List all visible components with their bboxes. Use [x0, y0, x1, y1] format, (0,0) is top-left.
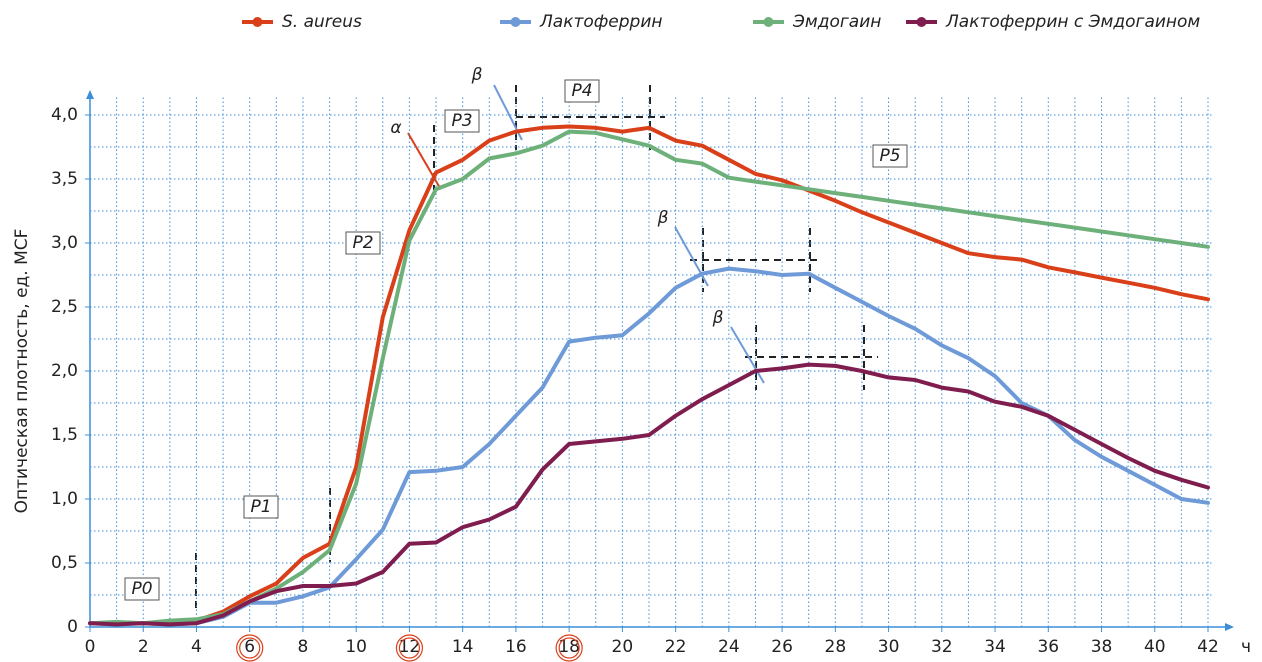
- legend-label: S. aureus: [282, 12, 362, 32]
- x-tick-label: 26: [771, 637, 793, 657]
- tick-circle: [239, 637, 261, 659]
- y-tick-label: 0,5: [51, 553, 78, 573]
- x-tick-label: 28: [825, 637, 847, 657]
- x-tick-label: 0: [85, 637, 96, 657]
- x-tick-label: 34: [984, 637, 1006, 657]
- legend-label: Лактоферрин: [539, 12, 663, 32]
- x-tick-label: 30: [878, 637, 900, 657]
- x-tick-label: 6: [244, 637, 255, 657]
- annotation: P0: [131, 579, 152, 599]
- y-tick-label: 2,0: [51, 361, 78, 381]
- y-tick-label: 1,0: [51, 489, 78, 509]
- x-tick-label: 2: [138, 637, 149, 657]
- phase-box: [872, 144, 908, 168]
- y-tick-label: 3,0: [51, 233, 78, 253]
- phase-markers: [195, 84, 878, 612]
- y-tick-label: 1,5: [51, 425, 78, 445]
- x-tick-label: 24: [718, 637, 740, 657]
- x-tick-label: 40: [1144, 637, 1166, 657]
- phase-box: [124, 577, 160, 601]
- phase-box: [564, 79, 600, 103]
- annotation: P3: [451, 111, 472, 131]
- tick-circle: [558, 637, 580, 659]
- x-tick-label: 20: [612, 637, 634, 657]
- tick-circle: [398, 637, 421, 659]
- x-tick-label: 4: [191, 637, 202, 657]
- y-axis-arrow: [86, 90, 94, 99]
- tick-circle: [395, 634, 424, 662]
- x-tick-label: 32: [931, 637, 953, 657]
- legend-label: Лактоферрин с Эмдогаином: [945, 12, 1200, 32]
- annotation: P2: [352, 233, 373, 253]
- tick-circle: [236, 634, 264, 662]
- x-tick-label: 18: [558, 637, 580, 657]
- x-tick-label: 42: [1197, 637, 1219, 657]
- series-line: [88, 124, 1210, 627]
- legend-dot: [510, 17, 521, 27]
- annotation: β: [712, 308, 724, 328]
- legend-dot: [916, 17, 927, 27]
- x-tick-label: 10: [345, 637, 367, 657]
- tick-circle: [555, 634, 583, 662]
- y-tick-label: 3,5: [51, 169, 78, 189]
- annotation: P5: [879, 146, 900, 166]
- series-line: [88, 362, 1210, 627]
- x-axis-label: ч: [1241, 637, 1251, 657]
- y-tick-label: 4,0: [51, 105, 78, 125]
- annotation: β: [471, 65, 483, 85]
- x-tick-label: 16: [505, 637, 527, 657]
- legend-dot: [252, 17, 263, 27]
- annotation: P1: [250, 497, 271, 517]
- x-tick-label: 38: [1091, 637, 1113, 657]
- series-line: [88, 129, 1210, 626]
- phase-box: [444, 109, 480, 133]
- x-axis-arrow: [1225, 623, 1234, 631]
- annotation: P4: [571, 81, 592, 101]
- legend-dot: [763, 17, 774, 27]
- legend-label: Эмдогаин: [792, 12, 881, 32]
- x-tick-label: 12: [399, 637, 421, 657]
- phase-box: [345, 231, 381, 255]
- annotation: β: [657, 208, 669, 228]
- x-tick-label: 14: [452, 637, 474, 657]
- y-tick-label: 2,5: [51, 297, 78, 317]
- x-tick-label: 36: [1037, 637, 1059, 657]
- y-tick-label: 0: [67, 617, 78, 637]
- y-axis-label: Оптическая плотность, ед. MCF: [12, 229, 32, 514]
- series-line: [88, 266, 1210, 627]
- phase-box: [243, 495, 279, 519]
- x-tick-label: 8: [298, 637, 309, 657]
- annotation: α: [390, 118, 401, 138]
- x-tick-label: 22: [665, 637, 687, 657]
